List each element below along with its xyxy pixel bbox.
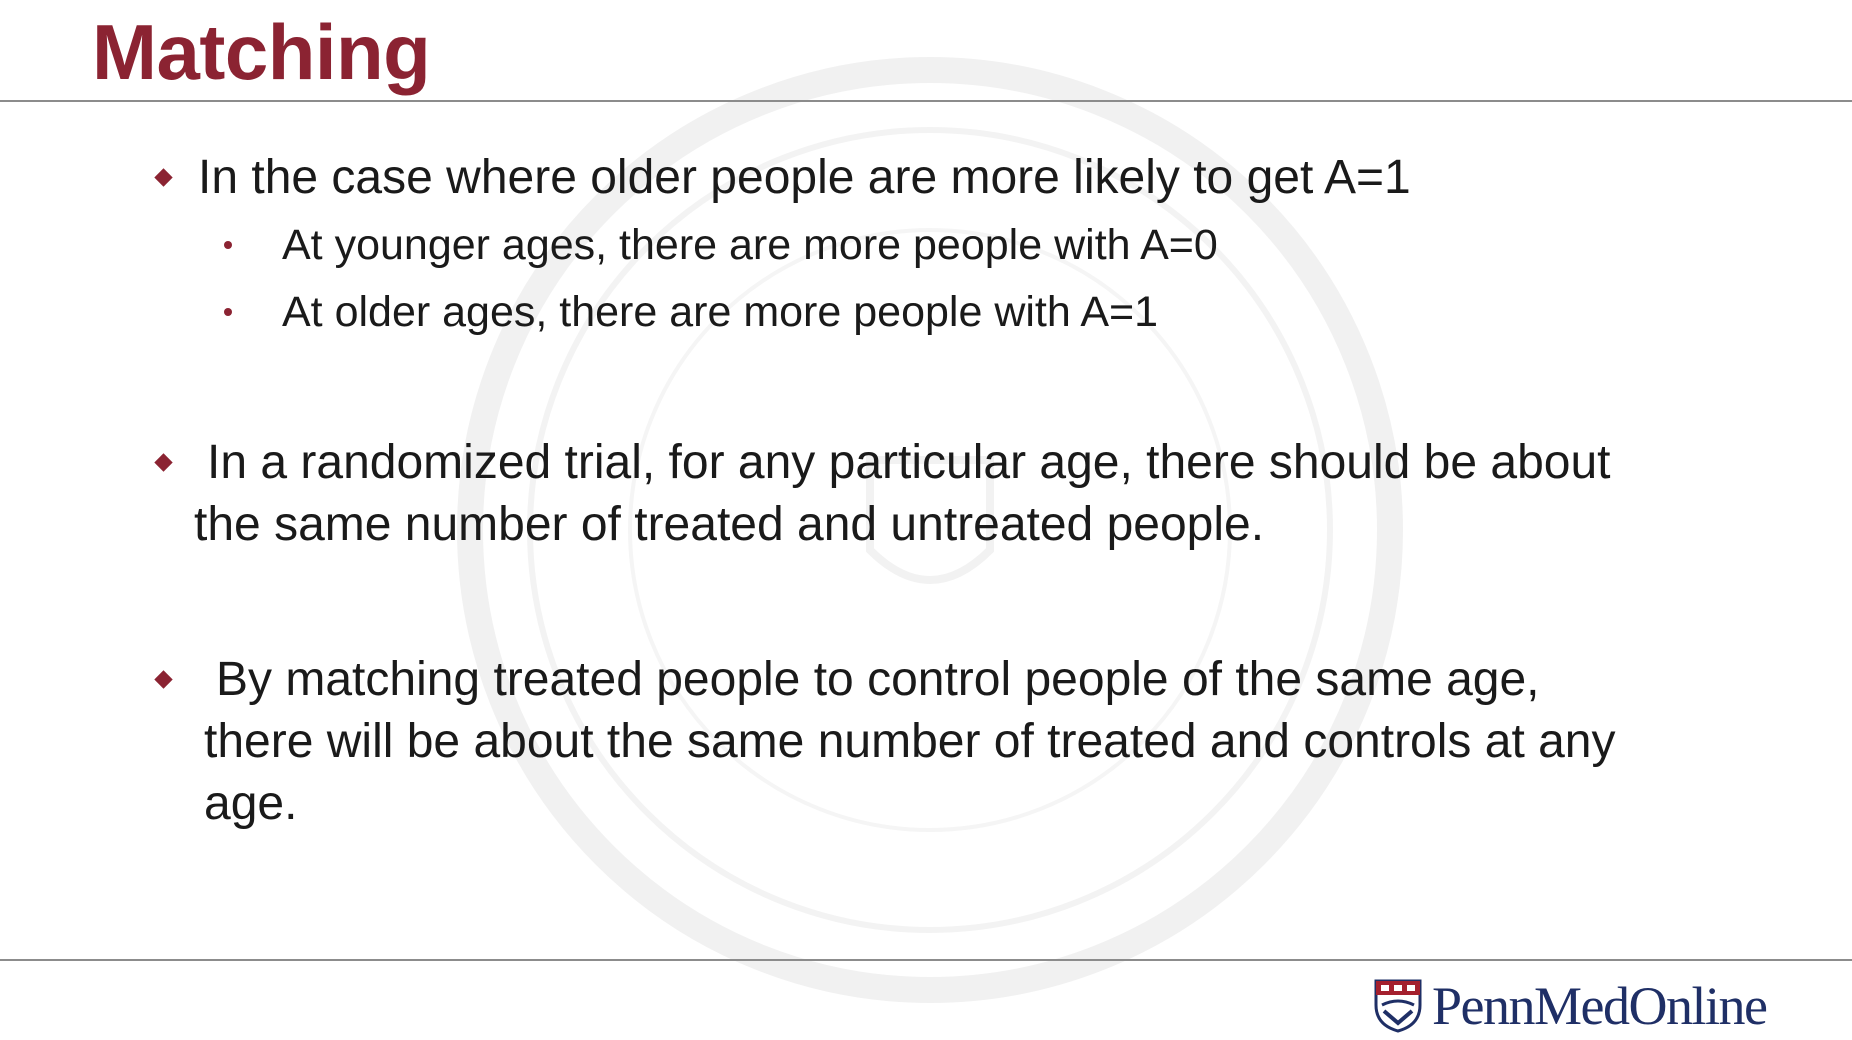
title-divider xyxy=(0,100,1852,102)
sub-bullet-1: At younger ages, there are more people w… xyxy=(282,221,1218,269)
pennmedonline-logo: PennMedOnline xyxy=(1374,976,1768,1036)
footer-divider xyxy=(0,959,1852,961)
university-seal-watermark xyxy=(457,57,1403,1003)
bullet-diamond-icon xyxy=(154,168,173,187)
logo-text: PennMedOnline xyxy=(1432,976,1768,1036)
penn-shield-icon xyxy=(1374,979,1422,1033)
bullet-3-line-1: By matching treated people to control pe… xyxy=(216,653,1540,706)
slide-title: Matching xyxy=(92,8,431,96)
sub-bullet-2: At older ages, there are more people wit… xyxy=(282,288,1159,336)
sub-bullet-dot-icon xyxy=(224,308,232,316)
bullet-3-line-2: there will be about the same number of t… xyxy=(204,715,1616,768)
bullet-diamond-icon xyxy=(154,670,173,689)
bullet-2-line-1: In a randomized trial, for any particula… xyxy=(207,436,1611,489)
sub-bullet-dot-icon xyxy=(224,241,232,249)
bullet-diamond-icon xyxy=(154,453,173,472)
bullet-2-line-2: the same number of treated and untreated… xyxy=(194,498,1265,551)
bullet-1-text: In the case where older people are more … xyxy=(198,151,1411,204)
bullet-3-line-3: age. xyxy=(204,777,298,830)
